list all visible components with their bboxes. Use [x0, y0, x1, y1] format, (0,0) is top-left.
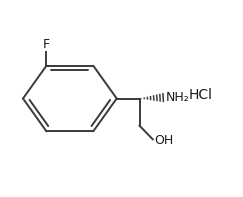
Text: HCl: HCl [189, 88, 213, 102]
Text: F: F [43, 38, 50, 51]
Text: OH: OH [154, 134, 173, 147]
Text: NH₂: NH₂ [166, 91, 190, 104]
